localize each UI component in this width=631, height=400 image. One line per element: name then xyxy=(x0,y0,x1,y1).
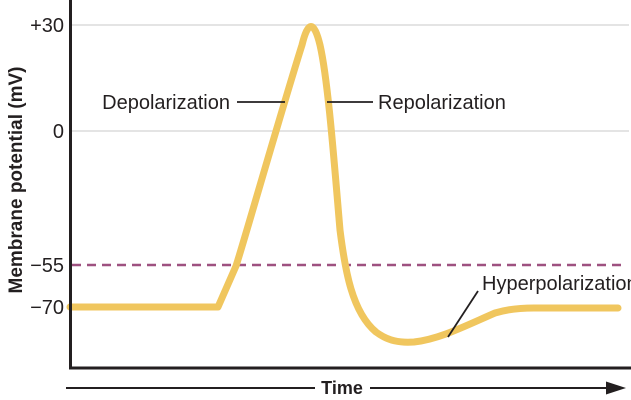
depolarization-label: Depolarization xyxy=(102,92,230,114)
hyperpolarization-pointer-line xyxy=(447,290,479,338)
x-axis-title: Time xyxy=(321,378,363,398)
ytick-zero: 0 xyxy=(53,121,64,143)
time-arrowhead-icon xyxy=(606,381,626,395)
ytick-plus30: +30 xyxy=(30,15,64,37)
repolarization-label: Repolarization xyxy=(378,92,506,114)
y-axis-title: Membrane potential (mV) xyxy=(6,67,27,294)
ytick-minus55: −55 xyxy=(30,255,64,277)
time-axis-arrow: Time xyxy=(66,378,626,398)
ytick-minus70: −70 xyxy=(30,297,64,319)
membrane-potential-curve xyxy=(66,23,622,346)
hyperpolarization-label: Hyperpolarization xyxy=(482,273,631,295)
